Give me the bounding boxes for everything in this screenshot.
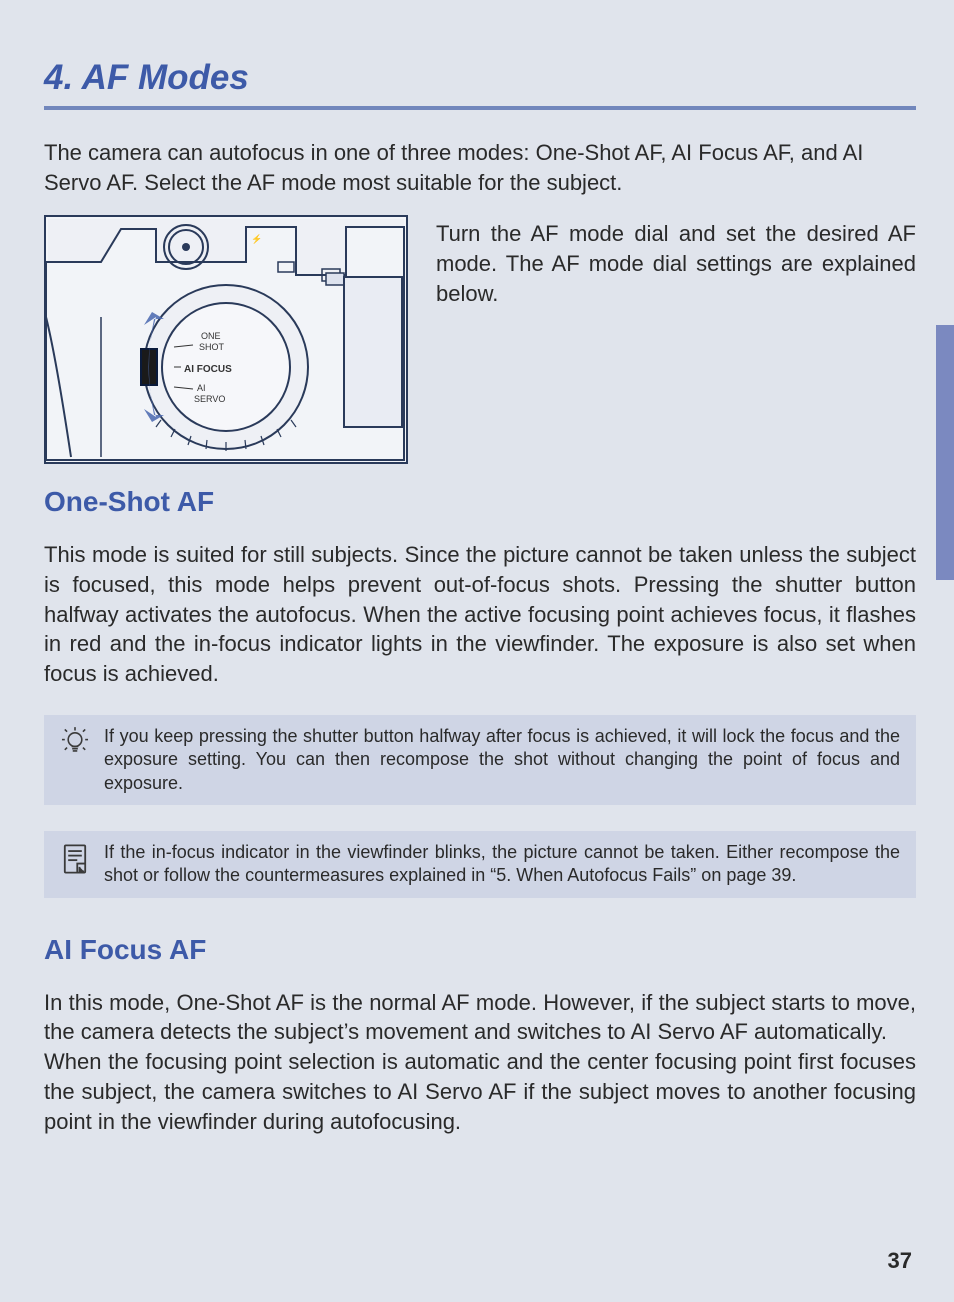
dial-label-shot: SHOT — [199, 342, 225, 352]
section-body-one-shot: This mode is suited for still subjects. … — [44, 540, 916, 688]
page-number: 37 — [888, 1248, 912, 1274]
thumb-index-tab — [936, 325, 954, 580]
intro-text: The camera can autofocus in one of three… — [44, 138, 916, 197]
dial-label-one: ONE — [201, 331, 221, 341]
tip-note-text: If you keep pressing the shutter button … — [104, 725, 900, 795]
page-title: 4. AF Modes — [44, 58, 916, 98]
section-body-ai-focus: In this mode, One-Shot AF is the normal … — [44, 988, 916, 1136]
dial-label-servo: SERVO — [194, 394, 225, 404]
af-dial-figure: ⚡ — [44, 215, 408, 464]
tip-note-lightbulb: If you keep pressing the shutter button … — [44, 715, 916, 805]
lightbulb-icon — [60, 725, 90, 761]
dial-label-ai: AI — [197, 383, 206, 393]
manual-page: 4. AF Modes The camera can autofocus in … — [0, 0, 954, 1302]
title-rule — [44, 106, 916, 110]
figure-caption: Turn the AF mode dial and set the desire… — [436, 215, 916, 464]
tip-note-clipboard: If the in-focus indicator in the viewfin… — [44, 831, 916, 898]
section-heading-ai-focus: AI Focus AF — [44, 934, 916, 966]
tip-note-text-2: If the in-focus indicator in the viewfin… — [104, 841, 900, 888]
figure-row: ⚡ — [44, 215, 916, 464]
section-heading-one-shot: One-Shot AF — [44, 486, 916, 518]
clipboard-icon — [60, 841, 90, 877]
bolt-icon: ⚡ — [251, 233, 262, 245]
af-dial-svg: ⚡ — [46, 217, 406, 462]
dial-label-aifocus: AI FOCUS — [184, 364, 232, 375]
